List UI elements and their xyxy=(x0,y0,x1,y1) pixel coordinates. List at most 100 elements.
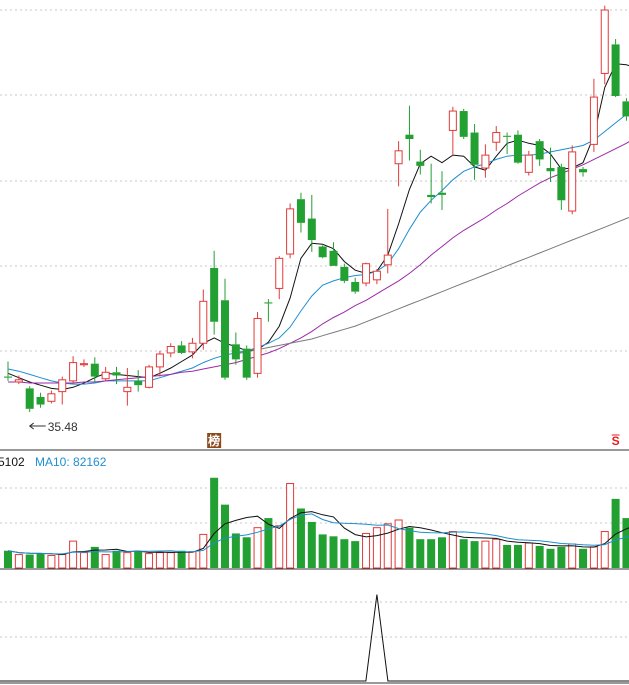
volume-bar xyxy=(177,550,186,568)
volume-bar xyxy=(188,551,197,569)
candle-body xyxy=(362,263,371,284)
volume-bar xyxy=(134,550,143,568)
candle-body xyxy=(166,345,175,354)
candle xyxy=(242,345,251,380)
volume-bar xyxy=(47,555,56,569)
candle xyxy=(286,203,295,259)
candle-body xyxy=(351,281,360,292)
volume-bar xyxy=(513,544,522,568)
candle xyxy=(155,350,164,377)
candle xyxy=(470,123,479,180)
volume-bar xyxy=(79,552,88,569)
volume-bar xyxy=(611,498,620,568)
marker-label: S xyxy=(612,434,620,448)
volume-bar xyxy=(427,539,436,568)
volume-bar xyxy=(221,504,229,568)
candle xyxy=(416,149,425,175)
volume-bar xyxy=(199,533,208,569)
volume-ma5-line xyxy=(7,511,629,556)
candle-body xyxy=(177,345,186,353)
volume-bar xyxy=(296,508,305,568)
volume-bar xyxy=(557,546,566,568)
candle-body xyxy=(568,151,577,212)
volume-ma10-line xyxy=(7,513,629,555)
volume-bar xyxy=(340,539,349,568)
candle-body xyxy=(264,302,273,304)
candle-body xyxy=(253,318,262,374)
candle-body xyxy=(134,380,143,386)
candle-body xyxy=(557,166,566,201)
candle xyxy=(579,166,588,177)
candle-body xyxy=(340,266,349,281)
candle xyxy=(503,132,512,155)
marker-badge xyxy=(207,433,222,448)
candle xyxy=(79,359,88,367)
candle-body xyxy=(112,372,121,376)
low-price-label: 35.48 xyxy=(48,420,78,434)
volume-bar xyxy=(535,545,544,568)
volume-bar xyxy=(307,521,316,568)
candle xyxy=(492,126,501,151)
indicator-grid xyxy=(0,601,629,638)
candle-body xyxy=(242,348,251,378)
candle xyxy=(221,278,229,380)
volume-bar xyxy=(318,534,327,568)
volume-bar xyxy=(36,553,45,568)
ma-line-ma5 xyxy=(7,63,629,391)
candlesticks xyxy=(4,5,629,413)
candle-body xyxy=(101,371,110,380)
volume-bar xyxy=(14,554,23,569)
candle-body xyxy=(47,393,56,402)
candle xyxy=(264,299,273,322)
candle xyxy=(351,277,360,294)
candle-body xyxy=(69,362,78,382)
candle xyxy=(589,78,598,152)
volume-bars xyxy=(4,477,629,569)
volume-bar xyxy=(622,518,629,568)
candle xyxy=(318,245,327,259)
candle xyxy=(90,357,99,382)
candle xyxy=(438,171,446,210)
ma-line-ma20 xyxy=(8,141,629,384)
candle xyxy=(112,366,121,385)
volume-bar xyxy=(4,550,12,568)
candle-body xyxy=(383,254,392,266)
volume-bar xyxy=(459,539,468,568)
candle xyxy=(199,289,208,350)
candle-body xyxy=(394,150,403,165)
moving-average-lines xyxy=(7,63,629,391)
volume-bar xyxy=(416,539,425,568)
candle xyxy=(123,367,132,406)
volume-bar xyxy=(362,532,371,569)
volume-bar xyxy=(492,538,501,569)
volume-bar xyxy=(329,536,338,568)
volume-bar xyxy=(231,533,240,568)
volume-bar xyxy=(69,540,78,569)
candle xyxy=(611,39,620,98)
volume-bar xyxy=(405,527,414,568)
candle-body xyxy=(25,388,34,409)
candle xyxy=(166,343,175,358)
candle-body xyxy=(14,379,23,383)
candle-body xyxy=(123,386,132,393)
candle-body xyxy=(459,111,468,137)
volume-bar xyxy=(546,548,555,568)
candle xyxy=(622,98,629,121)
low-price-marker: 35.48 xyxy=(28,420,78,434)
volume-bar xyxy=(383,523,392,569)
candle xyxy=(134,370,143,392)
candle xyxy=(231,332,240,365)
candle xyxy=(210,250,219,335)
candle-body xyxy=(286,208,295,255)
volume-legend: 5102 MA10: 82162 xyxy=(0,455,107,469)
candle xyxy=(405,105,414,161)
candle-body xyxy=(4,376,12,378)
candle xyxy=(427,163,436,204)
candle-body xyxy=(448,110,457,131)
candle xyxy=(275,256,284,300)
volume-bar xyxy=(589,546,598,569)
candle-body xyxy=(535,141,544,160)
volume-bar xyxy=(264,518,273,568)
candle-body xyxy=(492,132,501,143)
